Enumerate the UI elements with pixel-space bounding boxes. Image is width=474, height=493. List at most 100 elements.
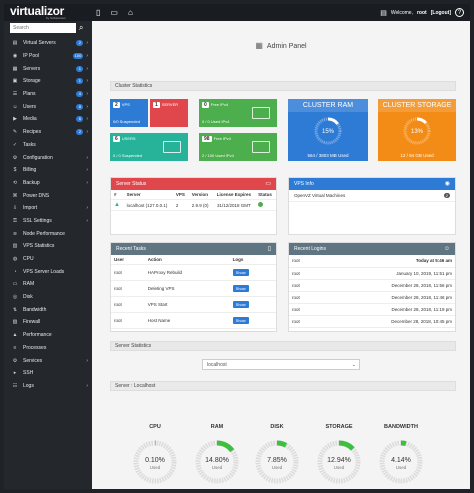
cluster-storage-gauge: 13% [403, 117, 431, 145]
cluster-storage-tile[interactable]: CLUSTER STORAGE 13% 12 / 94 GB Used [378, 99, 456, 161]
clipboard-icon[interactable]: ▯ [267, 246, 271, 252]
gauge-percent: 4.14% [391, 457, 411, 464]
statistics-icon: ▥ [12, 243, 18, 250]
show-logs-button[interactable]: Show [232, 285, 249, 292]
sidebar-item-performance[interactable]: ▲ Performance [4, 329, 92, 342]
vps-sub: 0/0 Suspended [113, 119, 140, 124]
home-icon[interactable]: ⌂ [127, 7, 133, 17]
sidebar-item-servers[interactable]: ▦ Servers 1 › [4, 62, 92, 75]
performance-icon: ≋ [12, 230, 18, 237]
servers-tile[interactable]: 1 SERVER [150, 99, 188, 127]
list-item: OpenVZ Virtual Machines 2 [289, 190, 455, 202]
sidebar-item-configuration[interactable]: ⚙ Configuration › [4, 151, 92, 164]
sidebar-item-ssh[interactable]: ▸ SSH [4, 367, 92, 380]
sidebar-item-backup[interactable]: ⟲ Backup › [4, 177, 92, 190]
chevron-right-icon: › [86, 53, 88, 60]
cluster-statistics-header: Cluster Statistics [110, 81, 456, 91]
sidebar-item-vps-server-loads[interactable]: ◔ VPS Server Loads [4, 265, 92, 278]
svg-text:15%: 15% [322, 129, 335, 135]
table-row[interactable]: ▲ localhost (127.0.0.1) 2 2.9.9 (0) 31/1… [111, 199, 276, 211]
sidebar-item-power-dns[interactable]: ⌘ Power DNS [4, 189, 92, 202]
sidebar-item-label: RAM [23, 281, 35, 288]
count-badge: 100 [72, 53, 84, 60]
chevron-right-icon: › [86, 40, 88, 47]
ipv6-tile[interactable]: 98 Free IPv4 2 / 100 Used IPv4 [199, 133, 277, 161]
login-time: December 28, 2018, 11:56 pm [317, 279, 455, 292]
show-logs-button[interactable]: Show [232, 269, 249, 276]
search-icon[interactable]: ⌕ [79, 23, 84, 32]
sidebar-item-node-performance[interactable]: ≋ Node Performance [4, 227, 92, 240]
sidebar-item-services[interactable]: ⚙ Services › [4, 354, 92, 367]
sidebar-item-plans[interactable]: ☰ Plans 4 › [4, 88, 92, 101]
sidebar-item-vps-statistics[interactable]: ▥ VPS Statistics [4, 240, 92, 253]
users-unit: USERS [121, 136, 136, 141]
gauge-fill [133, 440, 177, 484]
vps-unit: VPS [121, 102, 130, 107]
sidebar-item-ssl-settings[interactable]: ⚿ SSL Settings › [4, 215, 92, 228]
sidebar-item-logs[interactable]: ☷ Logs › [4, 380, 92, 393]
admin-panel-icon: ▦ [255, 41, 263, 50]
storage-icon: ▣ [12, 78, 18, 85]
sidebar-item-recipes[interactable]: ✎ Recipes 2 › [4, 126, 92, 139]
sidebar-item-virtual-servers[interactable]: ▤ Virtual Servers 2 › [4, 37, 92, 50]
vps-tile[interactable]: 2 VPS 0/0 Suspended [110, 99, 148, 127]
ipv4-tile[interactable]: 0 Free IPv4 0 / 0 Used IPv4 [199, 99, 277, 127]
cluster-storage-title: CLUSTER STORAGE [378, 99, 456, 112]
services-icon: ⚙ [12, 357, 18, 364]
server-status-table: # Server VPS Version License Expires Sta… [111, 190, 276, 211]
gauge-used: Used [272, 465, 283, 470]
monitor-icon[interactable]: ▭ [110, 7, 118, 17]
sidebar-item-processes[interactable]: ≡ Processes [4, 342, 92, 355]
server-status-icon[interactable]: ▭ [265, 181, 271, 187]
server-status-header: Server Status ▭ [111, 178, 276, 190]
sidebar-item-label: Media [23, 116, 37, 123]
sidebar-item-disk[interactable]: ◎ Disk [4, 291, 92, 304]
sidebar-item-tasks[interactable]: ✓ Tasks [4, 139, 92, 152]
table-row: root January 10, 2019, 11:51 pm [289, 267, 455, 280]
table-row: root December 28, 2018, 11:46 pm [289, 291, 455, 304]
task-action: HAProxy Rebuild [144, 264, 230, 281]
sidebar-item-media[interactable]: ▶ Media 6 › [4, 113, 92, 126]
table-row: root Host Name Show [111, 312, 276, 329]
help-icon[interactable]: ? [455, 8, 464, 17]
show-logs-button[interactable]: Show [232, 301, 249, 308]
sidebar-item-label: Services [23, 357, 43, 364]
recent-logins-title: Recent Logins [294, 246, 326, 252]
tasks-icon[interactable]: ▤ [380, 9, 387, 17]
login-user: root [289, 255, 318, 268]
welcome-text: Welcome, [390, 9, 413, 16]
sidebar-item-cpu[interactable]: ◍ CPU [4, 253, 92, 266]
chart-icon: ▲ [12, 332, 18, 339]
gauge-percent: 7.85% [267, 457, 287, 464]
ipv4-unit: Free IPv4 [210, 102, 229, 107]
sidebar-item-ram[interactable]: ▭ RAM [4, 278, 92, 291]
gauge-label: RAM [210, 424, 224, 430]
sidebar-item-users[interactable]: ☺ Users 8 › [4, 100, 92, 113]
logo[interactable]: virtualizor by Softaculous [4, 5, 92, 20]
gauge-label: DISK [270, 424, 284, 430]
tasks-icon: ✓ [12, 141, 18, 148]
count-badge: 8 [76, 103, 84, 110]
users-sub: 0 / 0 Suspended [113, 153, 143, 158]
sidebar-item-storage[interactable]: ▣ Storage 1 › [4, 75, 92, 88]
users-icon[interactable]: ☺ [443, 246, 450, 252]
sidebar-item-firewall[interactable]: ▨ Firewall [4, 316, 92, 329]
show-logs-button[interactable]: Show [232, 317, 249, 324]
page-title-text: Admin Panel [266, 43, 307, 50]
server-name[interactable]: localhost (127.0.0.1) [123, 199, 173, 211]
server-select[interactable]: localhost ⌄ [202, 359, 360, 370]
sidebar-item-ip-pool[interactable]: ◉ IP Pool 100 › [4, 50, 92, 63]
users-tile[interactable]: 6 USERS 0 / 0 Suspended [110, 133, 188, 161]
document-icon[interactable]: ▯ [96, 7, 101, 17]
sidebar-item-bandwidth[interactable]: ⇅ Bandwidth [4, 303, 92, 316]
gear-icon: ⚙ [12, 154, 18, 161]
usage-gauge: 4.14%Used [379, 440, 423, 484]
logout-link[interactable]: [Logout] [430, 9, 451, 16]
table-row: root December 28, 2018, 11:56 pm [289, 279, 455, 292]
sidebar-item-billing[interactable]: $ Billing › [4, 164, 92, 177]
search-input[interactable] [10, 23, 76, 33]
sidebar-item-import[interactable]: ⇩ Import › [4, 202, 92, 215]
users-tile-icon [163, 141, 181, 153]
eye-icon[interactable]: ◉ [444, 181, 450, 187]
cluster-ram-tile[interactable]: CLUSTER RAM 15% 564 / 3803 MB Used [288, 99, 368, 161]
